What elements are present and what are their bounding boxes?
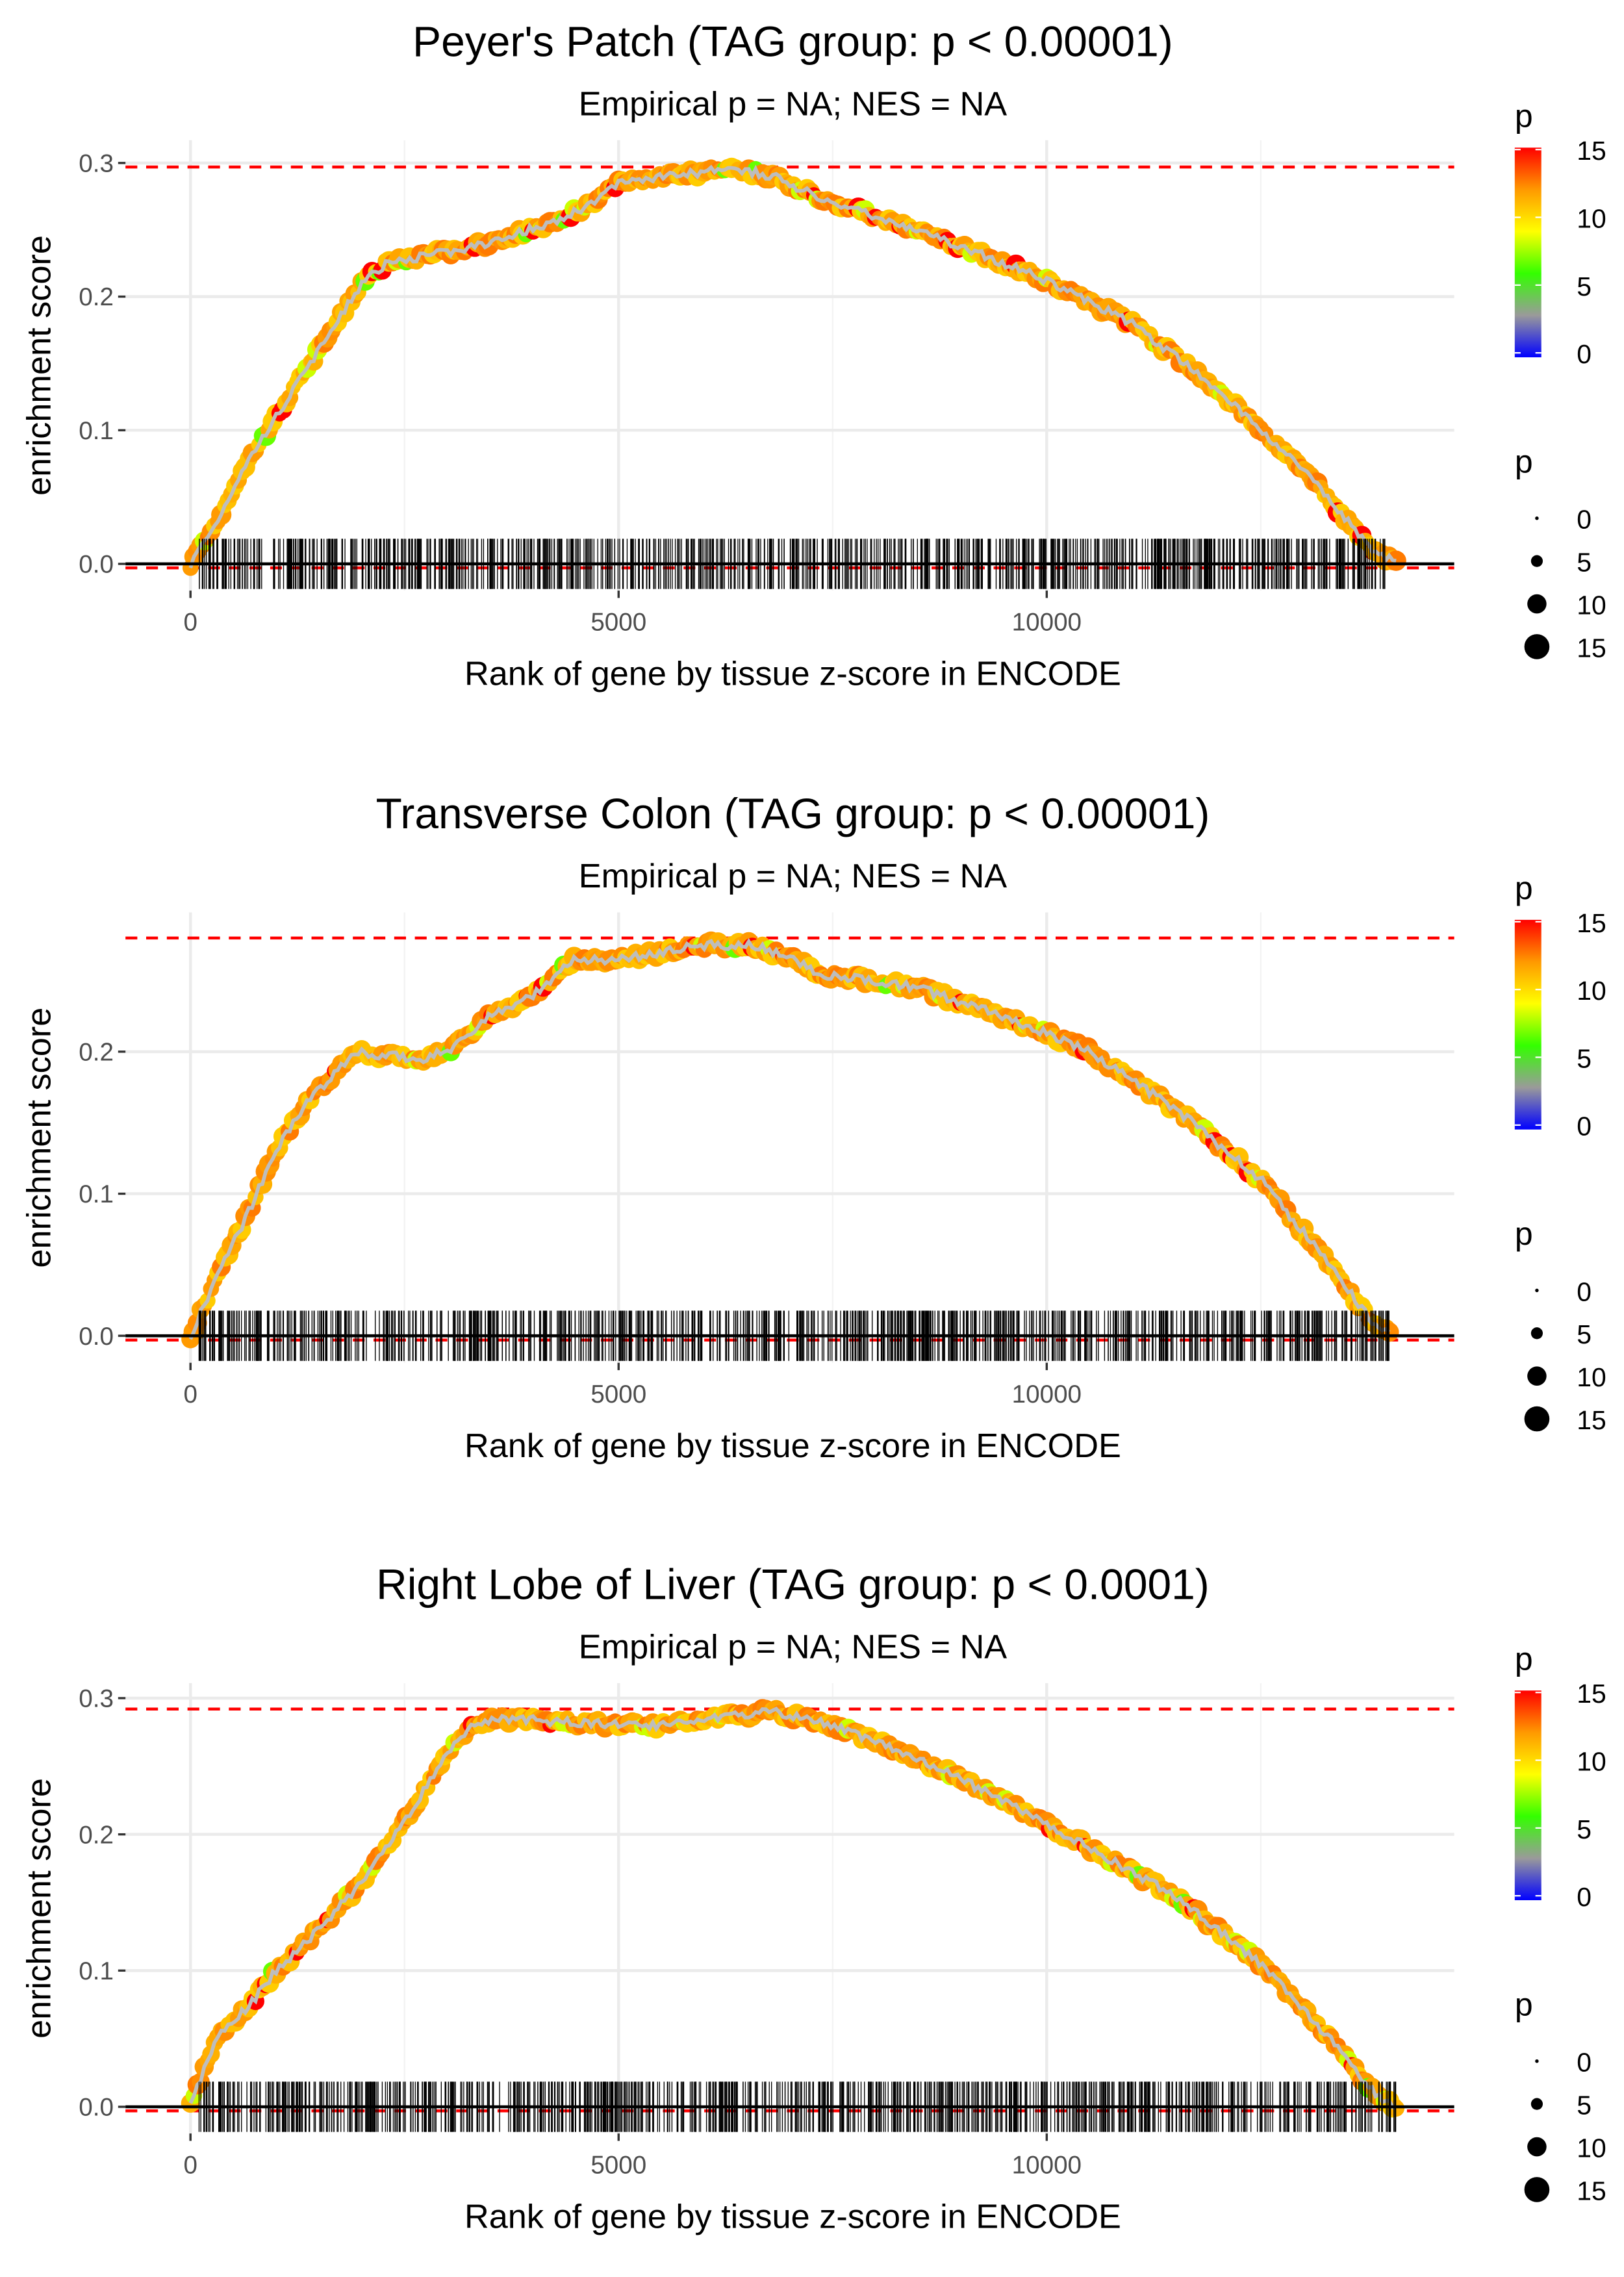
x-tick-label: 5000 <box>590 1380 646 1408</box>
colorbar-label: 0 <box>1577 339 1592 369</box>
y-tick-label: 0.0 <box>79 551 114 579</box>
size-legend-dot <box>1527 1366 1547 1386</box>
panel-3: Right Lobe of Liver (TAG group: p < 0.00… <box>20 1560 1606 2235</box>
size-legend-label: 0 <box>1577 1277 1592 1306</box>
size-legend-label: 5 <box>1577 2091 1592 2120</box>
colorbar-label: 0 <box>1577 1882 1592 1912</box>
y-tick-label: 0.3 <box>79 1685 114 1713</box>
x-axis-label: Rank of gene by tissue z-score in ENCODE <box>464 1427 1121 1465</box>
size-legend-title: p <box>1515 1215 1533 1252</box>
x-tick-label: 10000 <box>1012 1380 1082 1408</box>
x-tick-label: 0 <box>183 608 197 636</box>
size-legend-dot <box>1527 2137 1547 2157</box>
x-axis-label: Rank of gene by tissue z-score in ENCODE <box>464 655 1121 693</box>
y-tick-label: 0.2 <box>79 1821 114 1849</box>
y-axis-label: enrichment score <box>20 1008 58 1268</box>
size-legend-label: 0 <box>1577 505 1592 535</box>
colorbar-label: 5 <box>1577 272 1592 301</box>
size-legend-dot <box>1535 1288 1539 1293</box>
colorbar <box>1514 1690 1542 1900</box>
colorbar-label: 0 <box>1577 1112 1592 1141</box>
chart-subtitle: Empirical p = NA; NES = NA <box>579 85 1007 123</box>
size-legend-label: 15 <box>1577 2176 1606 2206</box>
legend: p 0 5 10 15 p 0 5 10 15 <box>1514 870 1606 1435</box>
gene-rug <box>198 1310 1389 1361</box>
gene-rug <box>199 539 1386 589</box>
colorbar-label: 15 <box>1577 908 1606 938</box>
size-legend-label: 10 <box>1577 1362 1606 1392</box>
size-legend-dot <box>1535 2059 1539 2063</box>
y-tick-label: 0.1 <box>79 417 114 445</box>
size-legend-title: p <box>1515 1986 1533 2022</box>
es-line <box>188 164 1397 568</box>
color-legend-title: p <box>1515 1640 1533 1677</box>
colorbar <box>1514 147 1542 358</box>
colorbar <box>1514 919 1542 1130</box>
gene-rug <box>198 2081 1397 2132</box>
colorbar-label: 5 <box>1577 1814 1592 1844</box>
chart-subtitle: Empirical p = NA; NES = NA <box>579 1628 1007 1666</box>
x-tick-label: 5000 <box>590 2151 646 2179</box>
size-legend-dot <box>1530 1327 1543 1340</box>
es-line <box>188 1707 1397 2110</box>
colorbar-label: 10 <box>1577 203 1606 233</box>
colorbar-label: 15 <box>1577 1679 1606 1709</box>
colorbar-label: 5 <box>1577 1043 1592 1073</box>
chart-subtitle: Empirical p = NA; NES = NA <box>579 858 1007 895</box>
x-tick-label: 0 <box>183 2151 197 2179</box>
size-legend-label: 5 <box>1577 1319 1592 1349</box>
size-legend-label: 10 <box>1577 2133 1606 2163</box>
x-tick-label: 5000 <box>590 608 646 636</box>
size-legend-dot <box>1535 516 1539 520</box>
size-legend-dot <box>1530 2098 1543 2110</box>
y-tick-label: 0.2 <box>79 1038 114 1066</box>
colorbar-label: 10 <box>1577 976 1606 1006</box>
y-tick-label: 0.0 <box>79 1323 114 1351</box>
panel-1: Peyer's Patch (TAG group: p < 0.00001) Em… <box>20 17 1606 693</box>
panel-2: Transverse Colon (TAG group: p < 0.00001… <box>20 789 1606 1465</box>
size-legend-label: 15 <box>1577 1405 1606 1435</box>
y-axis-label: enrichment score <box>20 235 58 496</box>
size-legend-label: 15 <box>1577 633 1606 663</box>
colorbar-label: 15 <box>1577 136 1606 166</box>
legend: p 0 5 10 15 p 0 5 10 15 <box>1514 97 1606 663</box>
x-tick-label: 10000 <box>1012 2151 1082 2179</box>
size-legend-dot <box>1524 634 1550 659</box>
color-legend-title: p <box>1515 97 1533 134</box>
size-legend-dot <box>1527 594 1547 614</box>
es-line <box>188 937 1391 1340</box>
size-legend-dot <box>1524 2177 1550 2202</box>
y-tick-label: 0.3 <box>79 150 114 178</box>
y-tick-label: 0.1 <box>79 1957 114 1985</box>
color-legend-title: p <box>1515 870 1533 906</box>
size-legend-label: 10 <box>1577 590 1606 620</box>
chart-title: Peyer's Patch (TAG group: p < 0.00001) <box>412 17 1173 65</box>
size-legend-dot <box>1530 555 1543 567</box>
y-tick-label: 0.0 <box>79 2094 114 2122</box>
size-legend-label: 0 <box>1577 2048 1592 2078</box>
size-legend-title: p <box>1515 443 1533 479</box>
y-tick-label: 0.1 <box>79 1180 114 1208</box>
y-tick-label: 0.2 <box>79 283 114 311</box>
legend: p 0 5 10 15 p 0 5 10 15 <box>1514 1640 1606 2206</box>
chart-title: Transverse Colon (TAG group: p < 0.00001… <box>376 789 1210 837</box>
x-tick-label: 10000 <box>1012 608 1082 636</box>
size-legend-label: 5 <box>1577 548 1592 578</box>
y-axis-label: enrichment score <box>20 1778 58 2039</box>
x-axis-label: Rank of gene by tissue z-score in ENCODE <box>464 2198 1121 2236</box>
size-legend-dot <box>1524 1406 1550 1432</box>
chart-title: Right Lobe of Liver (TAG group: p < 0.00… <box>376 1560 1210 1608</box>
x-tick-label: 0 <box>183 1380 197 1408</box>
colorbar-label: 10 <box>1577 1746 1606 1776</box>
